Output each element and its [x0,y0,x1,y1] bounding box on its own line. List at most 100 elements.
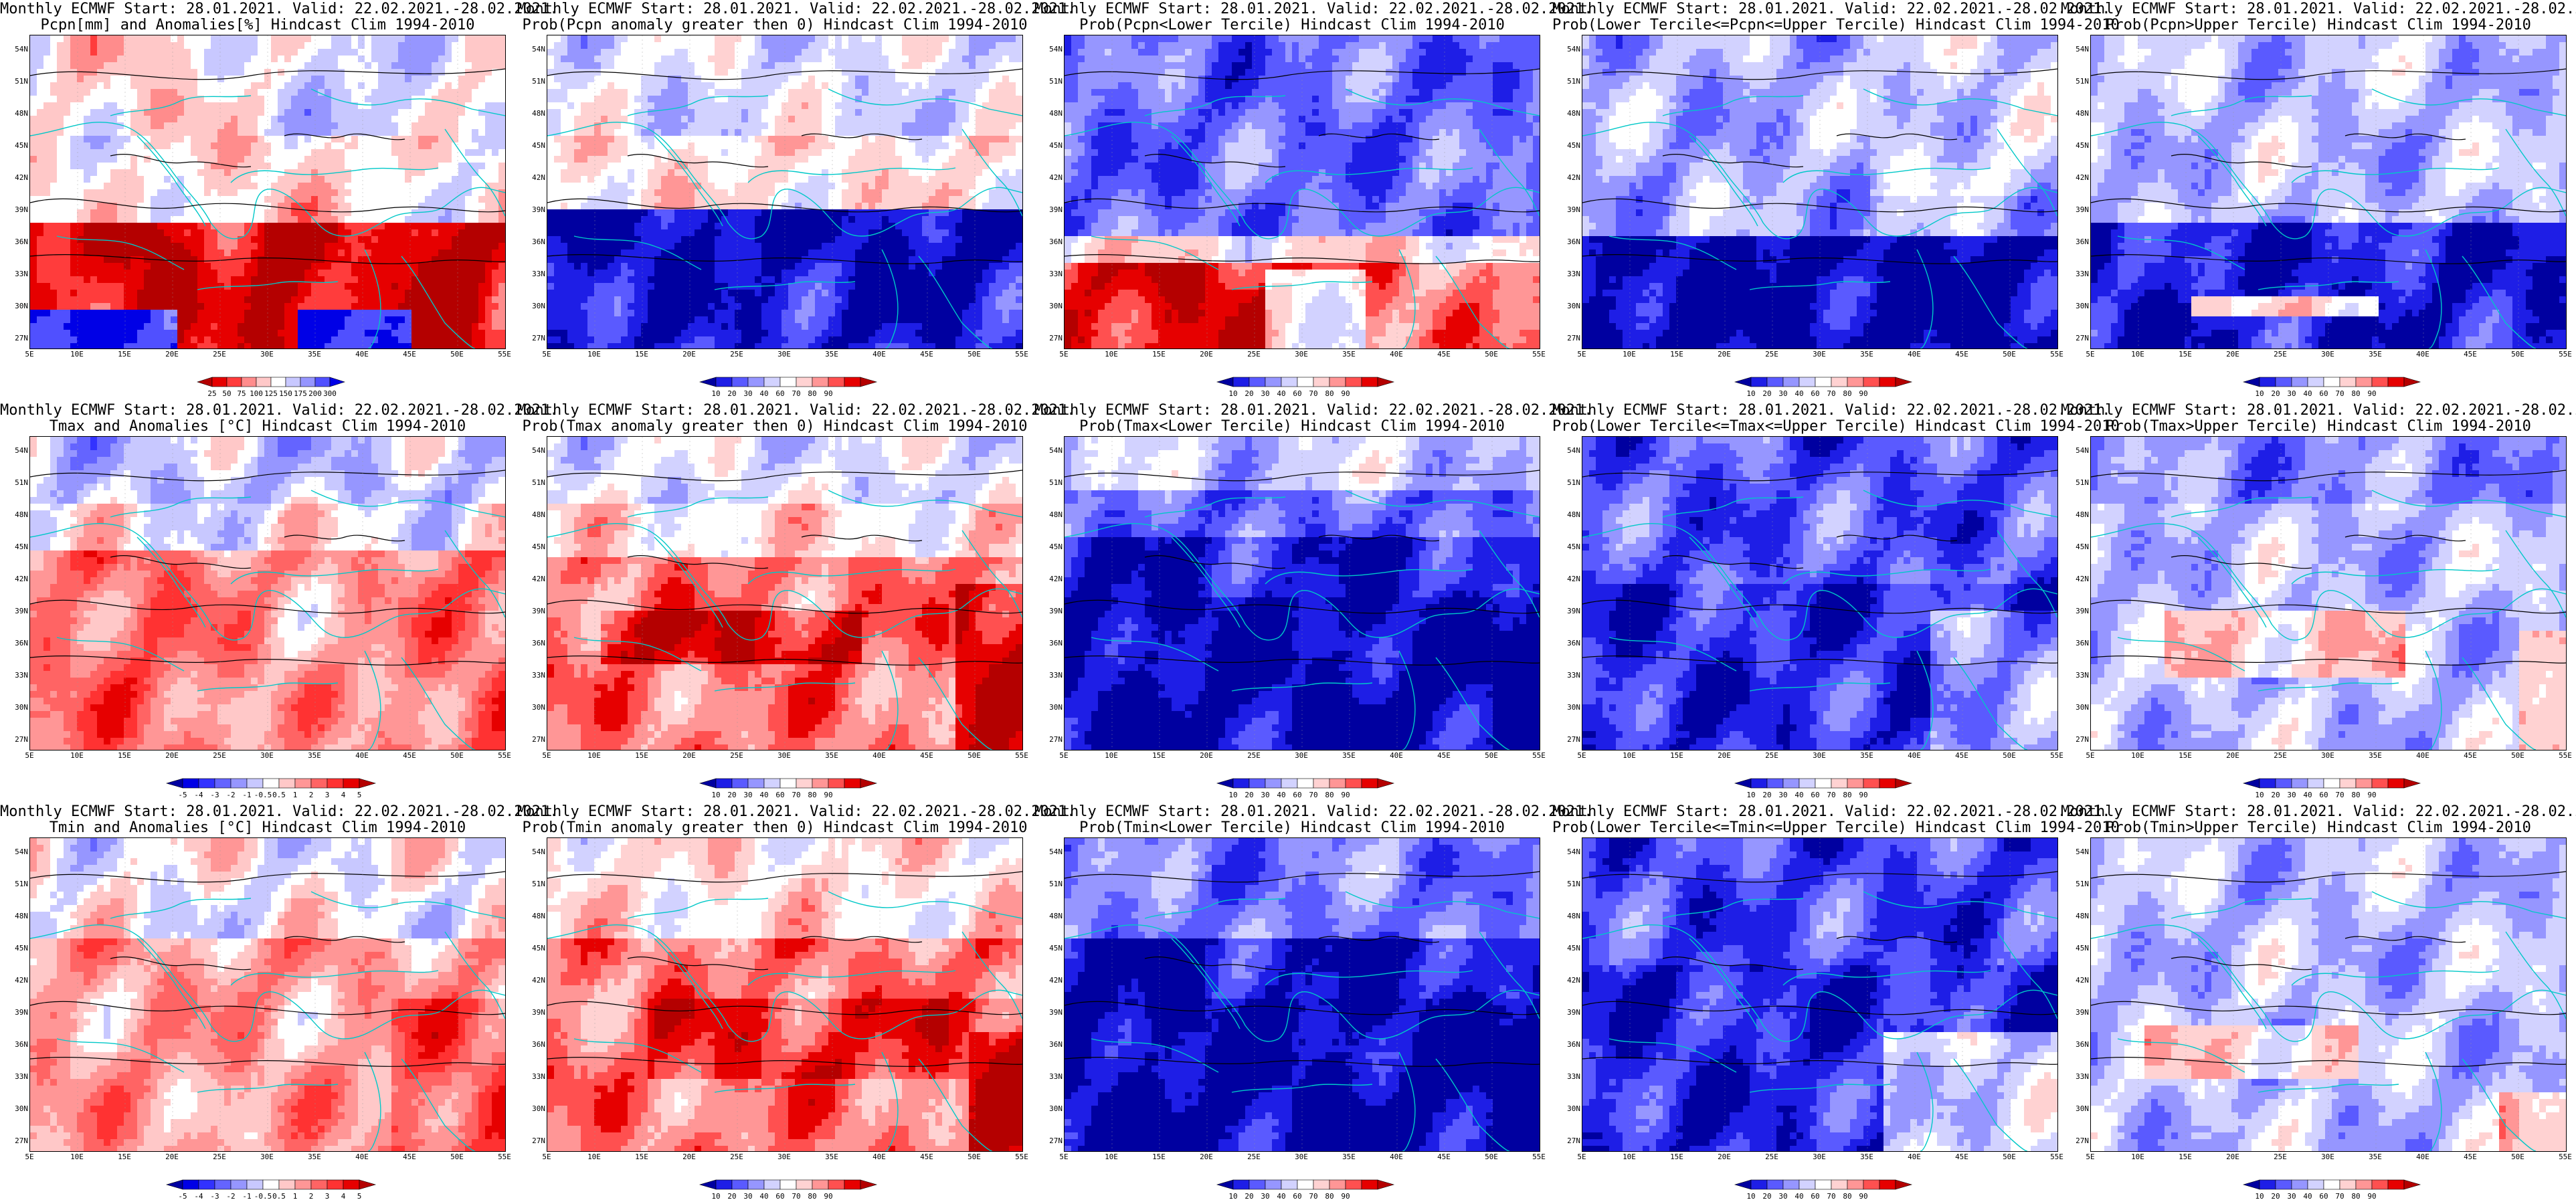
longitude-label: 50E [961,752,988,760]
colorbar-swatch [310,778,328,789]
colorbar-label: 30 [1770,791,1797,799]
colorbar-swatch [2291,377,2308,387]
colorbar-swatch [812,1179,829,1190]
colorbar-swatch [2323,377,2340,387]
longitude-label: 15E [2172,752,2199,760]
colorbar-label: 80 [2342,791,2369,799]
latitude-label: 30N [1556,1105,1580,1113]
longitude-label: 25E [206,1153,233,1161]
latitude-label: 39N [4,607,28,615]
colorbar-label: 40 [1786,1193,1813,1201]
colorbar-swatch [343,1179,360,1190]
latitude-label: 33N [1556,672,1580,680]
longitude-label: 35E [2362,752,2389,760]
colorbar-swatch [2339,778,2357,789]
longitude-label: 10E [1098,350,1125,359]
longitude-label: 15E [1145,350,1172,359]
colorbar-swatch [1361,377,1378,387]
colorbar-label: 20 [719,791,745,799]
colorbar-label: 10 [703,390,729,398]
colorbar-swatch [1879,377,1896,387]
colorbar-swatch [1734,1179,1752,1190]
colorbar-label: 40 [2294,390,2321,398]
longitude-label: 25E [2267,350,2294,359]
colorbar-label: 20 [719,390,745,398]
colorbar-label: 60 [2310,390,2337,398]
colorbar [1734,377,1913,387]
longitude-label: 5E [1050,350,1077,359]
latitude-label: 30N [1038,704,1063,712]
longitude-label: 10E [1098,752,1125,760]
longitude-label: 20E [1711,1153,1738,1161]
longitude-label: 55E [1526,350,1552,359]
colorbar-swatch [1345,1179,1362,1190]
longitude-label: 55E [2043,350,2070,359]
latitude-label: 33N [4,1073,28,1081]
latitude-label: 45N [521,142,545,150]
latitude-label: 45N [1038,944,1063,952]
colorbar-label: 70 [1818,791,1845,799]
latitude-label: 39N [521,1009,545,1017]
latitude-label: 39N [1038,1009,1063,1017]
latitude-label: 33N [1556,1073,1580,1081]
latitude-label: 54N [2065,848,2089,856]
latitude-label: 27N [2065,1137,2089,1145]
latitude-label: 33N [4,672,28,680]
colorbar-label: -4 [185,791,212,799]
longitude-label: 55E [2043,1153,2070,1161]
longitude-label: 45E [913,752,940,760]
colorbar-label: 40 [751,390,777,398]
panel-title: Monthly ECMWF Start: 28.01.2021. Valid: … [1552,403,2110,419]
panel-title: Monthly ECMWF Start: 28.01.2021. Valid: … [1552,804,2110,820]
longitude-label: 5E [1568,350,1595,359]
forecast-map [29,35,506,349]
latitude-label: 45N [1038,142,1063,150]
longitude-label: 35E [1853,350,1880,359]
colorbar-swatch [1750,377,1768,387]
colorbar-swatch [1297,1179,1314,1190]
colorbar-swatch [1831,1179,1848,1190]
colorbar-swatch [2242,377,2260,387]
colorbar-label: 80 [1316,390,1343,398]
colorbar-swatch [1750,1179,1768,1190]
colorbar-label: -0.5 [250,1193,276,1201]
colorbar-label: 80 [1316,1193,1343,1201]
colorbar [197,377,345,387]
longitude-label: 15E [628,1153,655,1161]
latitude-label: 33N [2065,672,2089,680]
latitude-label: 51N [521,880,545,888]
latitude-label: 51N [4,479,28,487]
colorbar-label: 90 [1850,390,1877,398]
colorbar-swatch [165,778,183,789]
latitude-label: 30N [4,302,28,310]
latitude-label: 42N [1038,977,1063,985]
forecast-map [1582,35,2058,349]
colorbar-swatch [1232,778,1250,789]
longitude-label: 40E [349,350,375,359]
colorbar-swatch [343,778,360,789]
colorbar-swatch [197,377,213,387]
latitude-label: 54N [521,45,545,54]
map-panel: Monthly ECMWF Start: 28.01.2021. Valid: … [2061,401,2576,803]
longitude-label: 20E [1193,350,1220,359]
longitude-label: 15E [111,350,138,359]
longitude-label: 20E [1711,350,1738,359]
colorbar-label: -3 [201,791,228,799]
latitude-label: 27N [1556,334,1580,342]
colorbar-label: 60 [1284,390,1311,398]
colorbar-label: 20 [1236,1193,1263,1201]
longitude-label: 35E [301,350,328,359]
latitude-label: 36N [2065,639,2089,647]
colorbar-label: 70 [1300,1193,1327,1201]
colorbar-swatch [256,377,272,387]
longitude-label: 55E [2552,1153,2576,1161]
colorbar-swatch [699,1179,717,1190]
panel-subtitle: Prob(Tmax<Lower Tercile) Hindcast Clim 1… [1034,419,1550,435]
colorbar-swatch [230,1179,248,1190]
longitude-label: 30E [2314,350,2341,359]
latitude-label: 33N [1038,672,1063,680]
longitude-label: 45E [1948,752,1975,760]
colorbar-swatch [1895,778,1913,789]
longitude-label: 5E [2077,1153,2104,1161]
colorbar-label: 40 [1786,791,1813,799]
